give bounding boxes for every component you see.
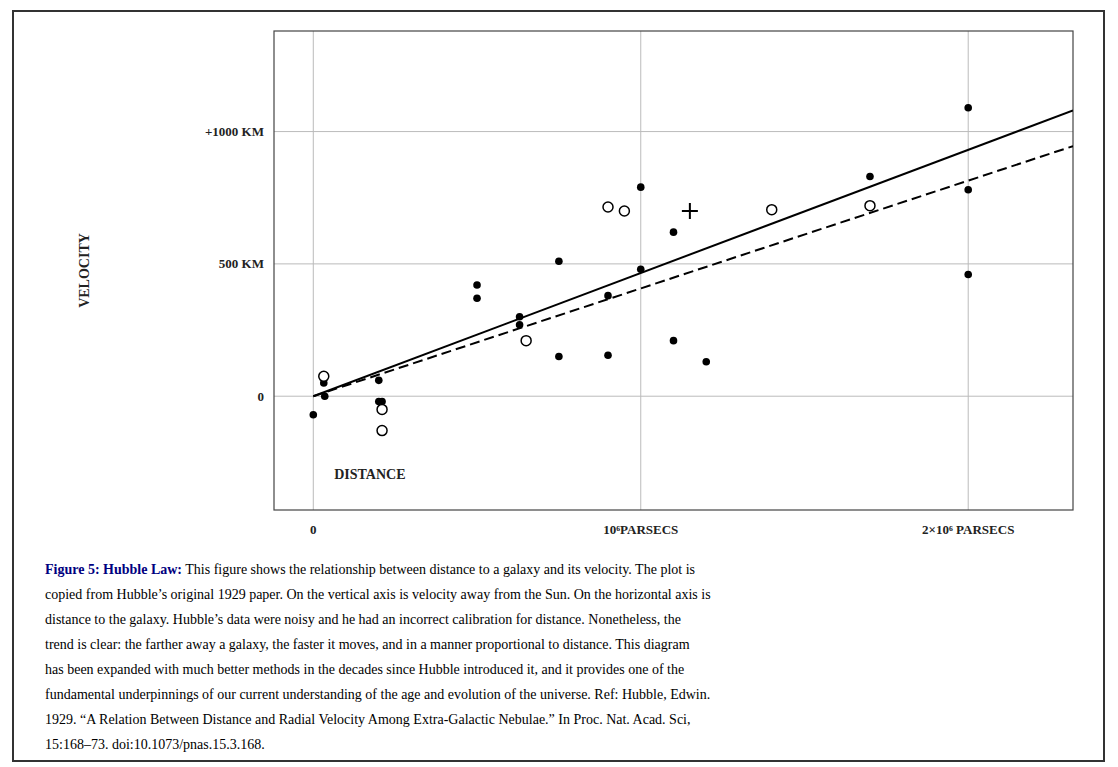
open-point [319,371,329,381]
open-point [377,426,387,436]
y-tick-label: 500 KM [219,256,264,271]
filled-point [473,281,481,289]
y-axis-label: VELOCITY [77,233,92,308]
open-point [521,336,531,346]
open-point [377,404,387,414]
y-grid-line [274,396,1073,397]
filled-point [321,392,329,400]
caption-line: 1929. “A Relation Between Distance and R… [45,712,691,727]
filled-point [964,186,972,194]
caption-bold: Figure 5: Hubble Law: [45,562,182,577]
filled-point [473,294,481,302]
y-tick-label: 0 [258,389,265,404]
caption-line: 15:168–73. doi:10.1073/pnas.15.3.168. [45,737,265,752]
filled-point [309,411,317,419]
filled-point [555,353,563,361]
filled-point [375,377,383,385]
filled-point [637,265,645,273]
filled-point [866,173,874,181]
caption-line: Figure 5: Hubble Law: This figure shows … [45,562,695,577]
figure-border [13,11,1104,761]
plus-point [682,203,698,219]
x-tick-label: 0 [310,522,317,537]
open-point [619,206,629,216]
filled-point [670,228,678,236]
filled-point [964,104,972,112]
tick-labels: +1000 KM 500 KM 0 0 10⁶PARSECS 2×10⁶ PARSECS [205,124,1014,537]
filled-point [516,321,524,329]
x-grid-line [313,31,314,510]
x-tick-label: 10⁶PARSECS [603,522,678,537]
filled-point [670,337,678,345]
y-grid-line [274,263,1073,264]
open-point [603,202,613,212]
caption: Figure 5: Hubble Law: This figure shows … [45,562,711,752]
caption-line: distance to the galaxy. Hubble’s data we… [45,612,681,627]
filled-point [604,292,612,300]
y-tick-label: +1000 KM [205,124,264,139]
filled-point [555,257,563,265]
filled-point [637,183,645,191]
open-point [767,205,777,215]
dashed-fit-line [313,146,1073,396]
x-axis-label: DISTANCE [334,467,405,482]
filled-point [702,358,710,366]
filled-point [604,351,612,359]
open-point [865,201,875,211]
caption-line: copied from Hubble’s original 1929 paper… [45,587,711,602]
caption-line: fundamental underpinnings of our current… [45,687,710,702]
solid-fit-line [313,110,1073,396]
grid [274,31,1073,510]
filled-point [516,313,524,321]
x-tick-label: 2×10⁶ PARSECS [922,522,1014,537]
x-grid-line [968,31,969,510]
caption-rest: This figure shows the relationship betwe… [182,562,695,577]
chart: +1000 KM 500 KM 0 0 10⁶PARSECS 2×10⁶ PARSECS V… [0,0,1118,767]
filled-point [964,271,972,279]
y-grid-line [274,131,1073,132]
caption-line: trend is clear: the farther away a galax… [45,637,690,652]
plot-frame [274,31,1073,510]
data-marks [309,104,1073,436]
caption-line: has been expanded with much better metho… [45,662,684,677]
